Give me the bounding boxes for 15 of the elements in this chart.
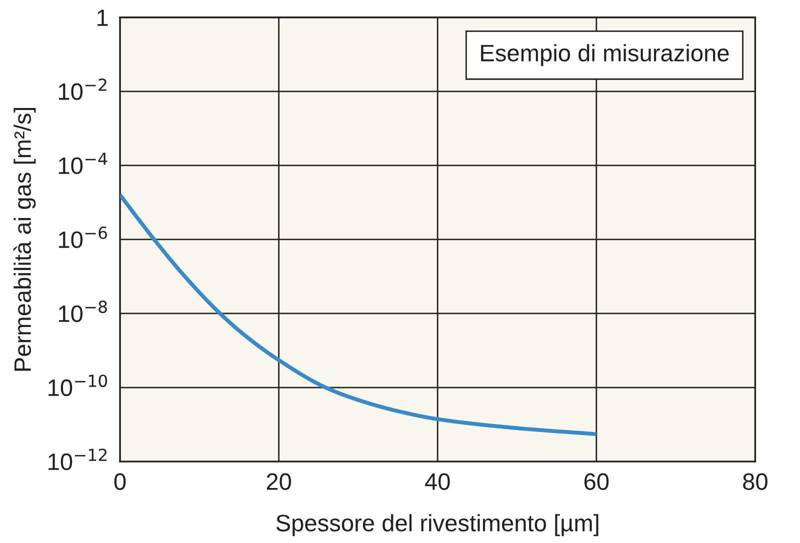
x-axis-title: Spessore del rivestimento [µm] bbox=[276, 514, 598, 536]
y-tick-label: 10$^{−6}$ bbox=[58, 226, 107, 248]
y-tick-label: 10$^{−10}$ bbox=[48, 374, 108, 396]
x-tick-label: 40 bbox=[425, 473, 450, 490]
x-tick-label: 80 bbox=[743, 473, 768, 490]
y-tick-label: 10$^{−4}$ bbox=[58, 152, 108, 174]
y-axis-title: Permeabilità ai gas [m²/s] bbox=[13, 108, 36, 371]
y-tick-label: 1 bbox=[98, 10, 108, 26]
annotation: Esempio di misurazione bbox=[481, 44, 729, 66]
y-tick-label: 10$^{−2}$ bbox=[58, 78, 106, 100]
x-tick-label: 0 bbox=[114, 473, 126, 490]
y-tick-label: 10$^{−12}$ bbox=[48, 448, 107, 470]
x-tick-label: 20 bbox=[266, 473, 292, 490]
x-tick-label: 60 bbox=[584, 473, 609, 490]
y-tick-label: 10$^{−8}$ bbox=[58, 300, 107, 322]
